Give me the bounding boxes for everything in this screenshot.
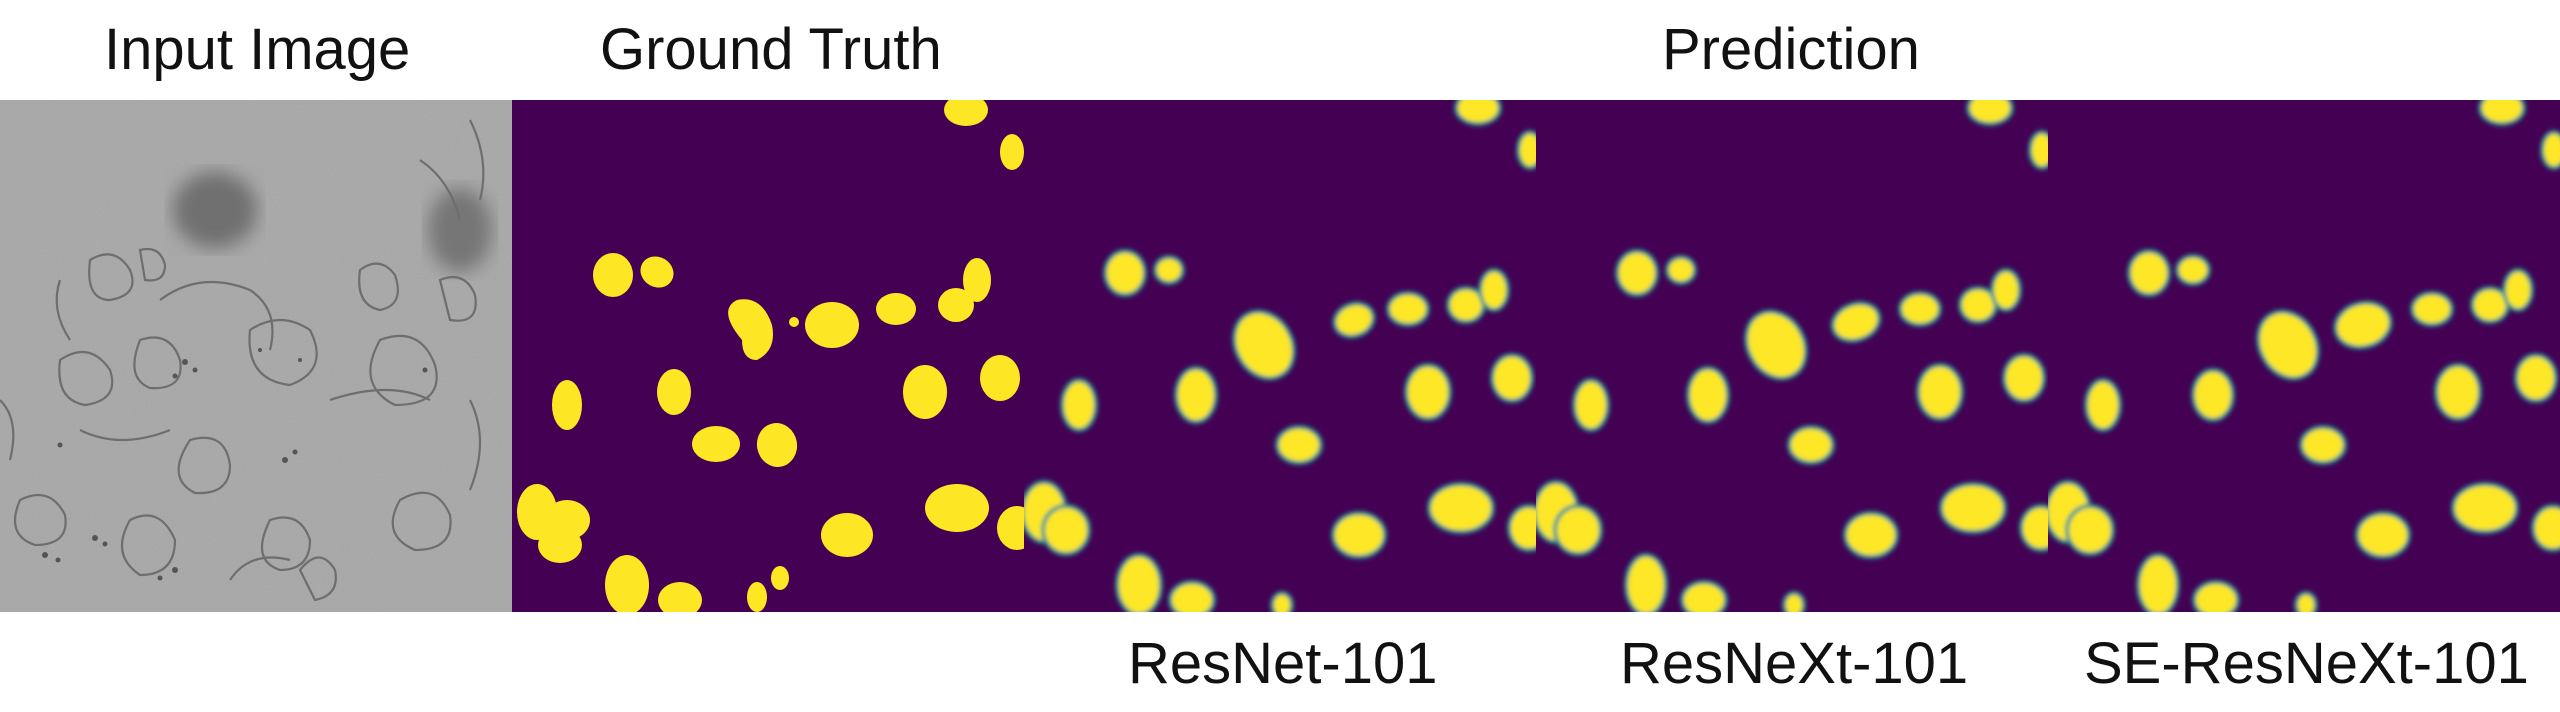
input-image-panel — [0, 100, 512, 612]
ground-truth-panel — [512, 100, 1024, 612]
model-label-se-resnext-101: SE-ResNeXt-101 — [2084, 631, 2529, 696]
model-label-resnet-101: ResNet-101 — [1128, 631, 1438, 696]
prediction-panel-resnet-101 — [1024, 100, 1536, 612]
prediction-panel-resnext-101 — [1536, 100, 2048, 612]
prediction-title: Prediction — [1662, 17, 1920, 82]
ground-truth-title: Ground Truth — [600, 17, 942, 82]
prediction-panel-se-resnext-101 — [2048, 100, 2560, 612]
model-label-resnext-101: ResNeXt-101 — [1620, 631, 1969, 696]
input-image-title: Input Image — [104, 17, 411, 82]
